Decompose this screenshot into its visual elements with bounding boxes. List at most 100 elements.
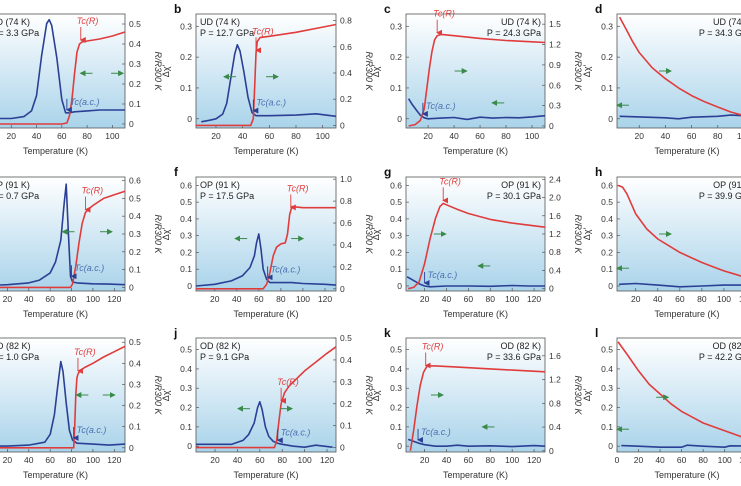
- x-tick-label: 100: [717, 294, 731, 304]
- x-tick-label: 120: [107, 294, 121, 304]
- panel-letter: d: [595, 2, 602, 16]
- x-tick-label: 60: [255, 455, 265, 465]
- plot-area: [405, 176, 546, 292]
- y-left-tick-label: 0.2: [601, 247, 613, 257]
- y-right-axis-label: R/R300 K: [364, 51, 374, 91]
- y-right-tick-label: 0.1: [129, 99, 141, 109]
- tc-ac-label: Tc(a.c.): [426, 101, 456, 111]
- y-right-tick-label: 0.3: [129, 59, 141, 69]
- x-tick-label: 40: [32, 131, 42, 141]
- chi-series-line: [201, 44, 337, 123]
- panel-letter: j: [173, 326, 177, 340]
- pressure-label: P = 30.1 GPa: [487, 191, 541, 201]
- x-tick-label: 60: [45, 294, 55, 304]
- x-tick-label: 40: [24, 294, 34, 304]
- tc-r-label: Tc(R): [422, 341, 444, 351]
- x-axis-label: Temperature (K): [23, 470, 88, 480]
- y-right-tick-label: 0: [340, 284, 345, 294]
- chi-series-line: [195, 233, 337, 287]
- x-tick-label: 100: [737, 131, 741, 141]
- pressure-label: P = 9.1 GPa: [200, 352, 249, 362]
- y-left-tick-label: 0.4: [180, 364, 192, 374]
- y-right-tick-label: 0.2: [129, 247, 141, 257]
- x-tick-label: 120: [318, 294, 332, 304]
- y-left-axis-label: Δχ′: [161, 388, 171, 401]
- pressure-label: P = 33.6 GPa: [487, 352, 541, 362]
- chi-series-line: [196, 401, 333, 448]
- x-tick-label: 20: [211, 131, 221, 141]
- y-right-tick-label: 0.2: [129, 401, 141, 411]
- y-left-tick-label: 0.1: [601, 264, 613, 274]
- y-left-tick-label: 0: [187, 114, 192, 124]
- chi-series-line: [0, 18, 125, 120]
- y-left-tick-label: 0: [397, 281, 402, 291]
- y-right-tick-label: 1.0: [340, 174, 352, 184]
- resistance-series-line: [0, 190, 126, 289]
- x-tick-label: 0: [615, 455, 620, 465]
- y-left-tick-label: 0.2: [601, 403, 613, 413]
- panel-letter: h: [595, 165, 602, 179]
- plot-area: [195, 337, 337, 453]
- y-right-tick-label: 0.4: [340, 68, 352, 78]
- y-right-tick-label: 0.2: [340, 262, 352, 272]
- y-left-tick-label: 0.5: [390, 197, 402, 207]
- y-right-tick-label: 0: [340, 443, 345, 453]
- x-tick-label: 120: [527, 294, 541, 304]
- tc-ac-label: Tc(a.c.): [428, 270, 458, 280]
- tc-r-label: Tc(R): [433, 9, 455, 19]
- panel-f: f 20 40 60 80 100 120 Temperature (K) 0 0.1 0.2 0.3…: [161, 165, 374, 319]
- x-tick-label: 40: [661, 131, 671, 141]
- y-right-tick-label: 2.4: [549, 174, 561, 184]
- y-left-tick-label: 0.5: [601, 345, 613, 355]
- tc-ac-label: Tc(a.c.): [421, 427, 451, 437]
- y-right-tick-label: 0.2: [129, 79, 141, 89]
- panel-b: b 20 40 60 80 100 Temperature (K) 0 0.1 0.2 0.3 Δχ′…: [161, 2, 374, 156]
- tc-ac-label: Tc(a.c.): [256, 98, 286, 108]
- y-left-tick-label: 0: [397, 441, 402, 451]
- y-right-axis-label: R/R300 K: [153, 214, 163, 254]
- y-right-tick-label: 0.8: [340, 196, 352, 206]
- pressure-label: P = 1.0 GPa: [0, 352, 39, 362]
- y-left-tick-label: 0.2: [180, 52, 192, 62]
- y-right-tick-label: 0: [549, 284, 554, 294]
- y-right-tick-label: 0.5: [129, 337, 141, 347]
- x-tick-label: 100: [505, 294, 519, 304]
- x-tick-label: 40: [655, 455, 665, 465]
- y-left-tick-label: 0.2: [390, 52, 402, 62]
- x-tick-label: 60: [675, 294, 685, 304]
- x-tick-label: 20: [634, 455, 644, 465]
- y-right-tick-label: 0: [129, 119, 134, 129]
- pressure-label: P = 12.7 GPa: [200, 28, 254, 38]
- resistance-series-line: [618, 16, 741, 116]
- y-right-tick-label: 1.2: [549, 229, 561, 239]
- x-tick-label: 100: [86, 294, 100, 304]
- y-left-tick-label: 0.1: [601, 422, 613, 432]
- x-tick-label: 20: [635, 131, 645, 141]
- x-tick-label: 40: [238, 131, 248, 141]
- y-left-tick-label: 0.3: [390, 383, 402, 393]
- y-left-tick-label: 0.5: [390, 345, 402, 355]
- sample-label: UD (74 K): [0, 17, 30, 27]
- panel-k: k 20 40 60 80 100 120 Temperature (K) 0 0.1 0.2 0.3…: [371, 326, 583, 480]
- x-tick-label: 60: [265, 131, 275, 141]
- chi-series-line: [407, 438, 546, 448]
- x-tick-label: 20: [210, 455, 220, 465]
- x-tick-label: 100: [296, 294, 310, 304]
- y-left-tick-label: 0.3: [601, 383, 613, 393]
- tc-r-label: Tc(R): [277, 377, 299, 387]
- x-axis-label: Temperature (K): [23, 146, 88, 156]
- y-right-tick-label: 0.4: [549, 265, 561, 275]
- y-left-tick-label: 0.2: [180, 247, 192, 257]
- x-axis-label: Temperature (K): [23, 309, 88, 319]
- y-left-axis-label: Δχ′: [371, 388, 381, 401]
- y-left-axis-label: Δχ′: [582, 227, 592, 240]
- x-tick-label: 20: [420, 455, 430, 465]
- y-left-tick-label: 0.1: [390, 264, 402, 274]
- x-axis-label: Temperature (K): [654, 309, 719, 319]
- chi-series-line: [407, 98, 546, 121]
- pressure-label: P = 0.7 GPa: [0, 191, 39, 201]
- panel-l: l 0 20 40 60 80 100 120 Temperature (K) 0 0.1 0.2 0.…: [582, 326, 741, 480]
- y-right-tick-label: 0.1: [129, 265, 141, 275]
- y-left-tick-label: 0.3: [180, 21, 192, 31]
- y-right-axis-label: R/R300 K: [153, 51, 163, 91]
